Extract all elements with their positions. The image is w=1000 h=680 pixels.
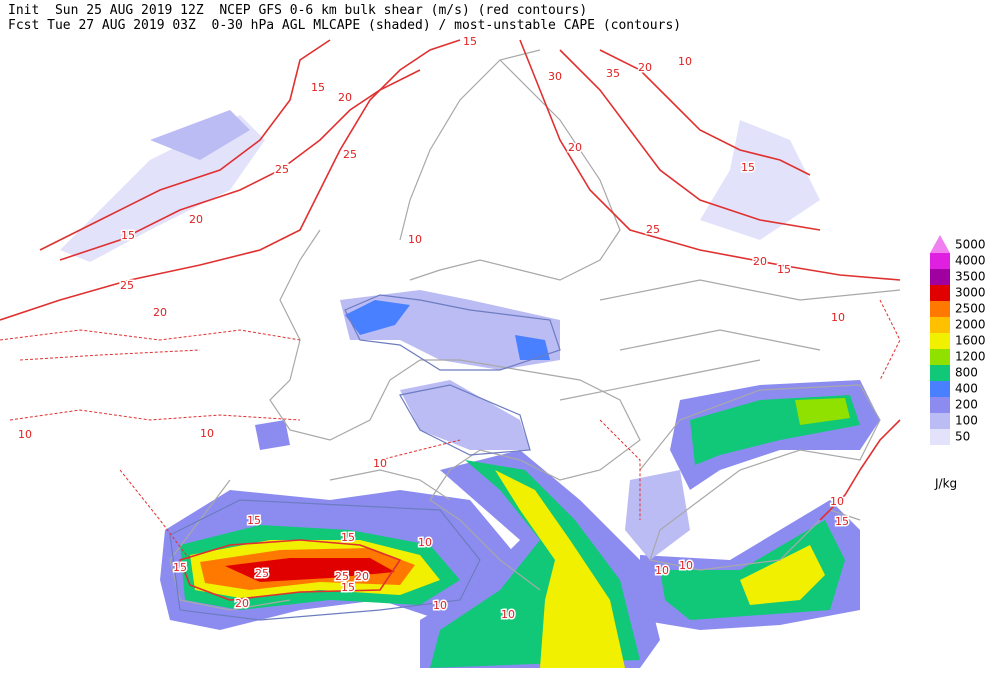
- contour-label: 10: [830, 495, 844, 508]
- cape-area: [225, 558, 395, 582]
- legend-swatch: [930, 333, 950, 349]
- contour-label: 15: [341, 581, 355, 594]
- legend-swatch: [930, 381, 950, 397]
- coastlines: [169, 49, 901, 611]
- legend-swatch: [930, 301, 950, 317]
- cape-area: [400, 380, 530, 450]
- cape-area: [150, 110, 250, 160]
- contour-label: 35: [606, 67, 620, 80]
- cape-area: [345, 300, 410, 335]
- contour-label: 15: [777, 263, 791, 276]
- contour-label: 15: [311, 81, 325, 94]
- contour-label: 15: [463, 35, 477, 48]
- contour-label: 10: [418, 536, 432, 549]
- legend-label: 1200: [955, 350, 986, 364]
- legend: J/kg 5000 4000 3500 3000 2500 2000 1600 1200 800…: [930, 235, 986, 491]
- legend-swatch: [930, 253, 950, 269]
- contour-label: 20: [355, 570, 369, 583]
- contour-label: 10: [678, 55, 692, 68]
- contour-label: 25: [275, 163, 289, 176]
- legend-label: 2500: [955, 302, 986, 316]
- contour-label: 10: [679, 559, 693, 572]
- legend-label: 5000: [955, 238, 986, 252]
- contour-label: 15: [835, 515, 849, 528]
- shear-contours: [0, 39, 901, 601]
- contour-label: 20: [235, 597, 249, 610]
- contour-label: 15: [173, 561, 187, 574]
- contour-label: 10: [408, 233, 422, 246]
- legend-label: 4000: [955, 254, 986, 268]
- contour-label: 20: [568, 141, 582, 154]
- contour-label: 25: [255, 567, 269, 580]
- legend-label: 1600: [955, 334, 986, 348]
- legend-swatch: [930, 285, 950, 301]
- contour-label: 25: [335, 570, 349, 583]
- cape-area: [625, 470, 690, 560]
- contour-label: 15: [121, 229, 135, 242]
- contour-label: 15: [341, 531, 355, 544]
- legend-swatch: [930, 349, 950, 365]
- cape-area: [515, 335, 550, 360]
- contour-label: 25: [343, 148, 357, 161]
- contour-label: 10: [373, 457, 387, 470]
- legend-label: 200: [955, 398, 978, 412]
- legend-label: 2000: [955, 318, 986, 332]
- legend-swatch: [930, 429, 950, 445]
- legend-label: 50: [955, 430, 970, 444]
- legend-label: 3000: [955, 286, 986, 300]
- legend-label: 100: [955, 414, 978, 428]
- legend-arrow: [930, 235, 950, 253]
- legend-label: 800: [955, 366, 978, 380]
- legend-swatch: [930, 317, 950, 333]
- contour-label: 20: [338, 91, 352, 104]
- contour-label: 15: [741, 161, 755, 174]
- contour-label: 20: [189, 213, 203, 226]
- cape-area: [255, 420, 290, 450]
- cape-area: [795, 398, 850, 425]
- contour-label: 10: [655, 564, 669, 577]
- header-line: Init Sun 25 AUG 2019 12Z NCEP GFS 0-6 km…: [8, 3, 587, 18]
- legend-swatch: [930, 365, 950, 381]
- cape-area: [740, 545, 825, 605]
- legend-swatch: [930, 269, 950, 285]
- contour-label: 15: [247, 514, 261, 527]
- legend-swatch: [930, 397, 950, 413]
- header-line: Fcst Tue 27 AUG 2019 03Z 0-30 hPa AGL ML…: [8, 18, 681, 33]
- legend-swatch: [930, 413, 950, 429]
- contour-label: 10: [831, 311, 845, 324]
- legend-label: 3500: [955, 270, 986, 284]
- contour-label: 20: [638, 61, 652, 74]
- legend-label: 400: [955, 382, 978, 396]
- contour-label: 30: [548, 70, 562, 83]
- cape-area: [495, 470, 625, 668]
- contour-label: 10: [501, 608, 515, 621]
- contour-label: 10: [18, 428, 32, 441]
- legend-unit: J/kg: [934, 477, 957, 491]
- contour-label: 25: [646, 223, 660, 236]
- cape-shading: [60, 110, 880, 668]
- contour-label: 10: [200, 427, 214, 440]
- mucape-contours: [169, 294, 561, 621]
- contour-label: 20: [753, 255, 767, 268]
- contour-label: 25: [120, 279, 134, 292]
- contour-label: 10: [433, 599, 447, 612]
- contour-label: 20: [153, 306, 167, 319]
